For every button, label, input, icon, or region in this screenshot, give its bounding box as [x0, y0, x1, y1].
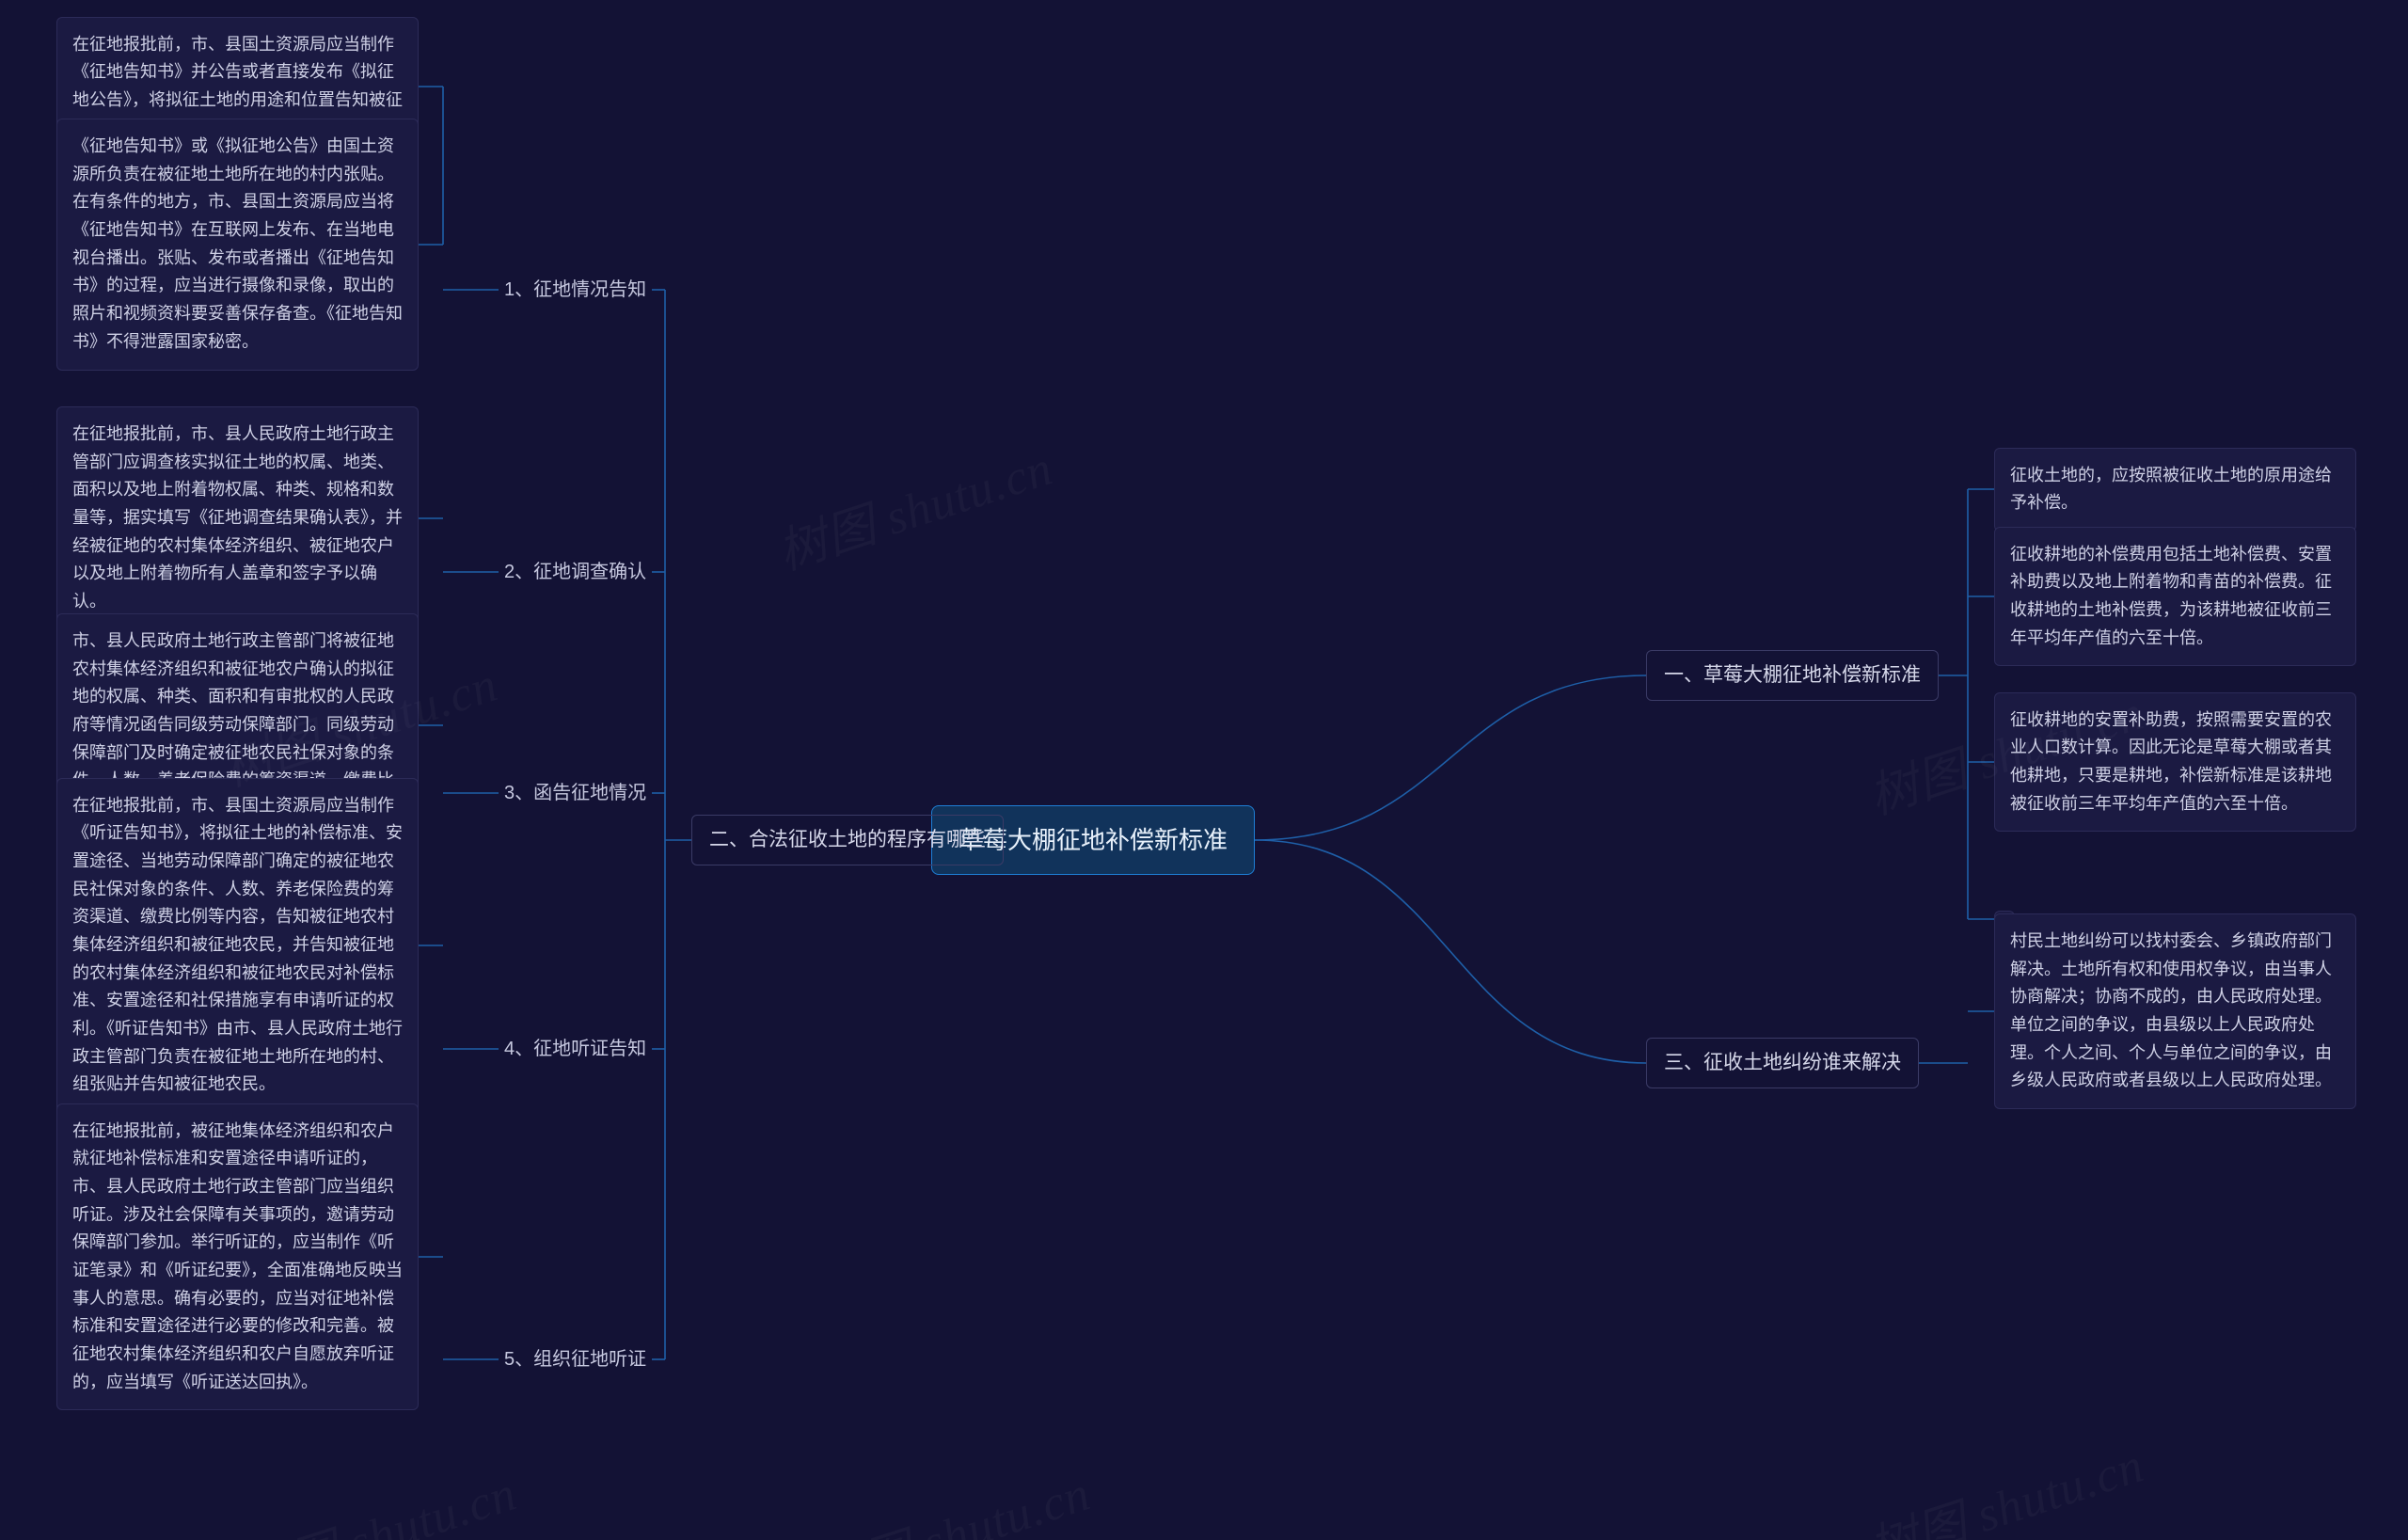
leaf-r2-0: 村民土地纠纷可以找村委会、乡镇政府部门解决。土地所有权和使用权争议，由当事人协商…: [1994, 913, 2356, 1109]
sub-l1s3[interactable]: 3、函告征地情况: [499, 775, 652, 812]
sub-l1s2[interactable]: 2、征地调查确认: [499, 554, 652, 591]
leaf-l1s4-0: 在征地报批前，市、县国土资源局应当制作《听证告知书》，将拟征土地的补偿标准、安置…: [56, 778, 419, 1114]
watermark: 树图 shutu.cn: [768, 428, 1060, 583]
leaf-r1-1: 征收耕地的补偿费用包括土地补偿费、安置补助费以及地上附着物和青苗的补偿费。征收耕…: [1994, 527, 2356, 667]
leaf-l1s5-0: 在征地报批前，被征地集体经济组织和农户就征地补偿标准和安置途径申请听证的，市、县…: [56, 1103, 419, 1411]
leaf-r1-0: 征收土地的，应按照被征收土地的原用途给予补偿。: [1994, 448, 2356, 532]
watermark: 树图 shutu.cn: [805, 1453, 1098, 1540]
leaf-r1-2: 征收耕地的安置补助费，按照需要安置的农业人口数计算。因此无论是草莓大棚或者其他耕…: [1994, 692, 2356, 833]
watermark: 树图 shutu.cn: [1859, 1425, 2151, 1540]
leaf-l1s2-0: 在征地报批前，市、县人民政府土地行政主管部门应调查核实拟征土地的权属、地类、面积…: [56, 406, 419, 630]
sub-l1s4[interactable]: 4、征地听证告知: [499, 1031, 652, 1068]
watermark: 树图 shutu.cn: [231, 1453, 524, 1540]
leaf-l1s1-1: 《征地告知书》或《拟征地公告》由国土资源所负责在被征地土地所在地的村内张贴。在有…: [56, 119, 419, 371]
branch-r2[interactable]: 三、征收土地纠纷谁来解决: [1646, 1038, 1919, 1089]
sub-l1s5[interactable]: 5、组织征地听证: [499, 1342, 652, 1378]
branch-l1[interactable]: 二、合法征收土地的程序有哪些: [691, 815, 1004, 866]
branch-r1[interactable]: 一、草莓大棚征地补偿新标准: [1646, 650, 1939, 702]
sub-l1s1[interactable]: 1、征地情况告知: [499, 272, 652, 309]
